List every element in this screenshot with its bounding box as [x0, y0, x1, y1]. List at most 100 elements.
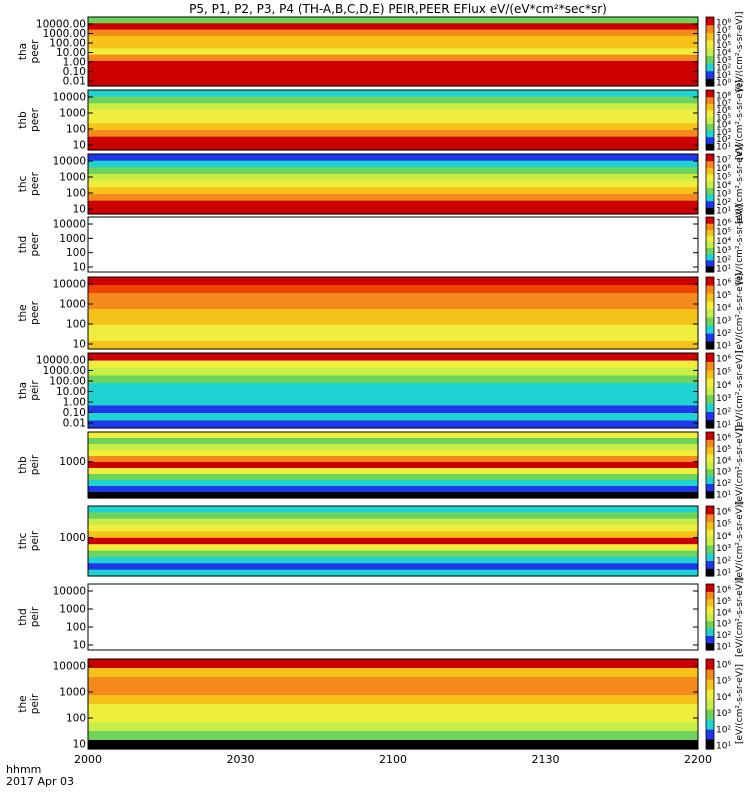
colorbar-tick-label: 10⁵ [716, 597, 731, 607]
colorbar-segment [706, 606, 714, 614]
colorbar-frame [705, 216, 715, 273]
y-tick-label: 1000.00 [43, 28, 86, 40]
colorbar-tick-label: 10⁰ [716, 79, 731, 89]
energy-band [88, 444, 698, 451]
x-tick-label: 2200 [684, 753, 712, 766]
y-tick-label: 1000 [59, 108, 86, 120]
energy-band [88, 506, 698, 513]
colorbar-tick-label: 10⁶ [716, 434, 731, 444]
colorbar-segment [706, 40, 714, 49]
panel-thc-peer: 10000 1000 100 10 thc peer 10⁷10⁶10⁵10⁴10³10²1… [17, 153, 731, 217]
colorbar-segment [706, 628, 714, 636]
plot-frame [87, 352, 699, 429]
plot-frame [87, 89, 699, 151]
energy-band [88, 35, 698, 43]
energy-band [88, 103, 698, 111]
y-tick-label: 100 [66, 124, 86, 136]
colorbar-segment [706, 167, 714, 175]
colorbar-segment [706, 143, 714, 151]
colorbar-segment [706, 584, 714, 592]
y-tick-label: 10 [73, 140, 86, 152]
colorbar-frame [705, 89, 715, 151]
energy-band [88, 512, 698, 520]
energy-band [88, 353, 698, 362]
colorbar-frame [705, 16, 715, 87]
colorbar-tick-label: 10⁵ [716, 41, 731, 51]
energy-band [88, 160, 698, 168]
energy-band [88, 413, 698, 422]
colorbar-segment [706, 96, 714, 104]
y-tick-label: 10000 [53, 156, 86, 168]
energy-band [88, 563, 698, 571]
colorbar-segment [706, 394, 714, 404]
plot-frame [87, 153, 699, 215]
colorbar-segment [706, 537, 714, 546]
energy-band [88, 480, 698, 487]
colorbar-tick-label: 10⁵ [716, 520, 731, 530]
colorbar-tick-label: 10³ [716, 468, 731, 478]
energy-band [88, 531, 698, 539]
energy-band [88, 130, 698, 138]
energy-band [88, 17, 698, 24]
energy-band [88, 569, 698, 577]
energy-band [88, 293, 698, 302]
energy-band [88, 398, 698, 407]
colorbar-tick-label: 10⁴ [716, 381, 731, 391]
energy-band [88, 686, 698, 696]
colorbar-tick-label: 10⁵ [716, 228, 731, 238]
colorbar-segment [706, 160, 714, 168]
y-tick-label: 10000.00 [36, 19, 86, 31]
energy-band [88, 48, 698, 56]
energy-band [88, 383, 698, 392]
colorbar-segment [706, 154, 714, 162]
colorbar-tick-label: 10⁵ [716, 173, 731, 183]
colorbar-segment [706, 386, 714, 396]
energy-band [88, 187, 698, 195]
y-tick-label: 1000 [59, 299, 86, 311]
colorbar-tick-label: 10¹ [716, 643, 731, 653]
colorbar-segment [706, 174, 714, 182]
colorbar-frame [705, 658, 715, 750]
colorbar-segment [706, 476, 714, 484]
colorbar-tick-label: 10³ [716, 544, 731, 554]
energy-band [88, 722, 698, 732]
energy-band [88, 60, 698, 68]
y-tick-label: 0.01 [63, 76, 86, 88]
y-tick-label: 1000 [59, 233, 86, 245]
colorbar-segment [706, 729, 714, 740]
energy-band [88, 677, 698, 687]
panel-the-peer: 10000 1000 100 10 the peer 10⁶ 10⁵ 10⁴ 10³ 10² 10¹ [17, 276, 731, 352]
colorbar-tick-label: 10² [716, 198, 731, 208]
energy-band [88, 116, 698, 124]
plot-frame [87, 505, 699, 577]
colorbar-tick-label: 10³ [716, 620, 731, 630]
colorbar-tick-label: 10¹ [716, 491, 731, 501]
colorbar-segment [706, 32, 714, 41]
energy-band [88, 73, 698, 81]
probe-label: tha [17, 43, 29, 60]
colorbar-tick-label: 10¹ [716, 207, 731, 217]
energy-band [88, 277, 698, 286]
colorbar-tick-label: 10⁴ [716, 532, 731, 542]
colorbar-segment [706, 513, 714, 523]
colorbar-unit-label: [eV/(cm²-s-sr-eV)] [735, 273, 745, 353]
y-tick-label: 0.10 [63, 66, 86, 78]
probe-label: thc [17, 176, 29, 193]
energy-band [88, 360, 698, 369]
plot-frame [87, 431, 699, 499]
energy-band [88, 333, 698, 342]
colorbar-tick-label: 10² [716, 725, 731, 735]
colorbar-tick-label: 10⁶ [716, 106, 731, 116]
probe-label: thb [17, 111, 29, 129]
energy-band [88, 544, 698, 552]
energy-band [88, 462, 698, 469]
y-tick-label: 100 [66, 622, 86, 634]
colorbar-tick-label: 10⁴ [716, 237, 731, 247]
y-tick-label: 10 [73, 640, 86, 652]
energy-band [88, 317, 698, 326]
colorbar-frame [705, 352, 715, 429]
colorbar-segment [706, 17, 714, 26]
